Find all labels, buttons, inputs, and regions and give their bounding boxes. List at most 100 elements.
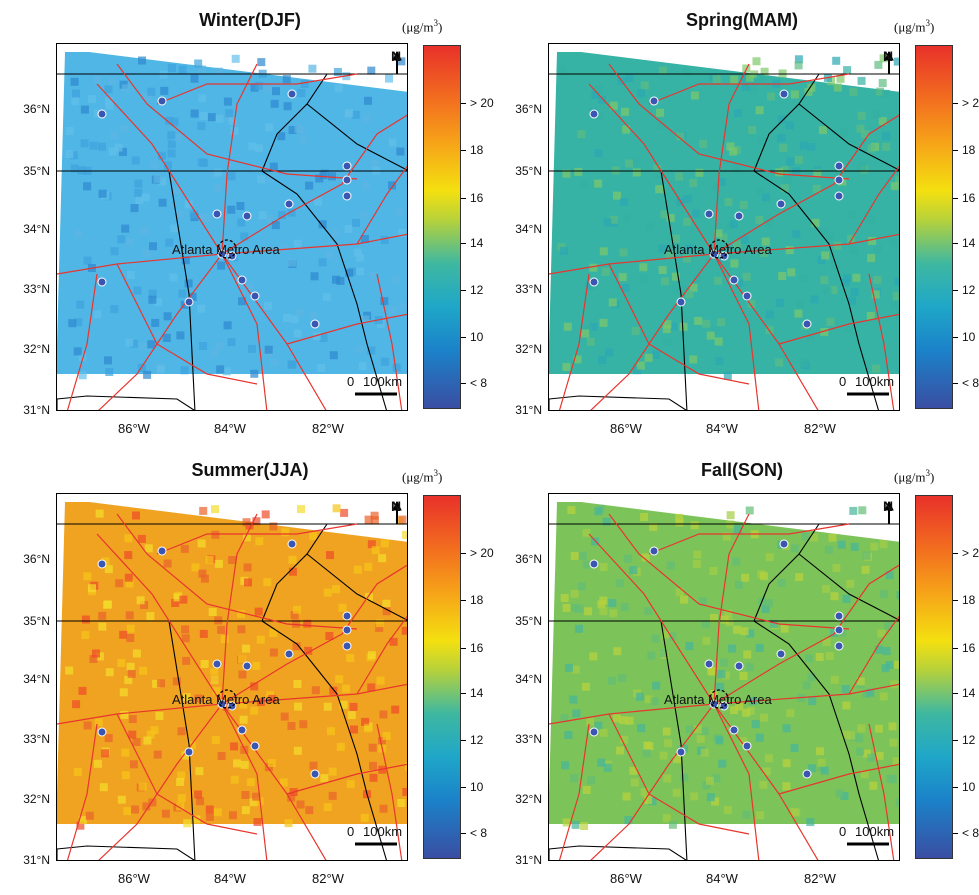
field-pixel xyxy=(345,109,354,118)
field-pixel xyxy=(203,214,212,223)
field-pixel xyxy=(279,778,288,787)
field-pixel xyxy=(208,113,216,122)
field-pixel xyxy=(108,77,117,86)
field-pixel xyxy=(283,102,292,111)
field-pixel xyxy=(633,366,641,375)
field-pixel xyxy=(644,795,653,804)
field-pixel xyxy=(790,544,799,553)
scale-bar-distance: 100km xyxy=(855,824,895,839)
field-pixel xyxy=(777,134,786,142)
field-pixel xyxy=(88,95,96,104)
field-pixel xyxy=(240,232,249,241)
field-pixel xyxy=(741,573,750,582)
field-pixel xyxy=(361,717,370,726)
field-pixel xyxy=(560,594,569,602)
field-pixel xyxy=(629,766,638,775)
field-pixel xyxy=(777,578,786,587)
field-pixel xyxy=(108,147,117,156)
field-pixel xyxy=(222,702,231,711)
field-pixel xyxy=(173,186,182,195)
metro-area-label: Atlanta Metro Area xyxy=(172,692,280,707)
field-pixel xyxy=(746,629,755,638)
field-pixel xyxy=(879,54,888,63)
field-pixel xyxy=(695,168,704,177)
field-pixel xyxy=(332,504,341,513)
field-pixel xyxy=(210,668,219,677)
north-arrow-label: N xyxy=(883,48,894,64)
map-frame: Atlanta Metro Area N 0 100km xyxy=(56,43,408,411)
field-pixel xyxy=(229,811,237,820)
interstate-shield-icon xyxy=(310,769,320,779)
field-pixel xyxy=(398,229,406,237)
field-pixel xyxy=(140,601,149,609)
field-pixel xyxy=(624,816,633,825)
field-pixel xyxy=(622,792,631,801)
concentration-unit: (μg/m3) xyxy=(402,468,443,485)
field-pixel xyxy=(866,312,875,320)
field-pixel xyxy=(893,57,899,66)
field-pixel xyxy=(570,774,579,783)
field-pixel xyxy=(282,314,291,322)
field-pixel xyxy=(586,337,595,346)
field-pixel xyxy=(392,275,401,284)
field-pixel xyxy=(716,682,725,691)
latitude-label: 33°N xyxy=(515,282,542,296)
field-pixel xyxy=(582,528,591,537)
field-pixel xyxy=(379,710,388,719)
field-pixel xyxy=(615,579,624,588)
field-pixel xyxy=(233,759,242,768)
field-pixel xyxy=(792,229,801,238)
field-pixel xyxy=(319,334,328,342)
scale-bar-distance: 100km xyxy=(855,374,895,389)
field-pixel xyxy=(584,325,592,334)
north-arrow-label: N xyxy=(391,498,402,514)
field-pixel xyxy=(577,582,586,591)
field-pixel xyxy=(252,517,261,526)
field-pixel xyxy=(353,248,362,257)
field-pixel xyxy=(213,808,222,817)
colorbar-tick-label: 16 xyxy=(962,641,976,655)
field-pixel xyxy=(184,200,193,209)
field-pixel xyxy=(895,175,899,184)
field-pixel xyxy=(184,279,193,288)
field-pixel xyxy=(742,708,751,717)
longitude-label: 86°W xyxy=(610,421,642,436)
field-pixel xyxy=(849,506,858,515)
interstate-shield-icon xyxy=(704,659,714,669)
map-frame: Atlanta Metro Area N 0 100km xyxy=(56,493,408,861)
colorbar-tick-mark xyxy=(953,103,958,104)
field-pixel xyxy=(574,167,583,176)
field-pixel xyxy=(807,764,816,773)
field-pixel xyxy=(764,754,773,763)
field-pixel xyxy=(351,110,360,119)
longitude-label: 86°W xyxy=(118,871,150,886)
field-pixel xyxy=(811,218,820,227)
field-pixel xyxy=(755,215,764,224)
interstate-shield-icon xyxy=(157,546,167,556)
field-pixel xyxy=(210,349,219,358)
field-pixel xyxy=(656,108,665,117)
colorbar-tick-label: 12 xyxy=(962,283,976,297)
field-pixel xyxy=(620,198,628,206)
colorbar xyxy=(423,45,461,409)
map-svg xyxy=(549,500,899,860)
field-pixel xyxy=(751,77,760,86)
field-pixel xyxy=(623,215,631,223)
field-pixel xyxy=(110,131,119,140)
field-pixel xyxy=(719,233,728,242)
field-pixel xyxy=(794,61,803,70)
colorbar-tick-label: 10 xyxy=(470,780,484,794)
field-pixel xyxy=(312,332,321,341)
colorbar-tick-label: 18 xyxy=(470,143,484,157)
field-pixel xyxy=(137,534,146,543)
field-pixel xyxy=(228,117,237,125)
field-pixel xyxy=(138,782,147,791)
field-pixel xyxy=(126,271,135,279)
field-pixel xyxy=(335,675,344,684)
field-pixel xyxy=(128,730,137,739)
field-pixel xyxy=(603,763,612,772)
field-pixel xyxy=(847,731,856,740)
colorbar-tick-label: 12 xyxy=(470,283,484,297)
field-pixel xyxy=(105,668,114,677)
field-pixel xyxy=(660,277,669,286)
